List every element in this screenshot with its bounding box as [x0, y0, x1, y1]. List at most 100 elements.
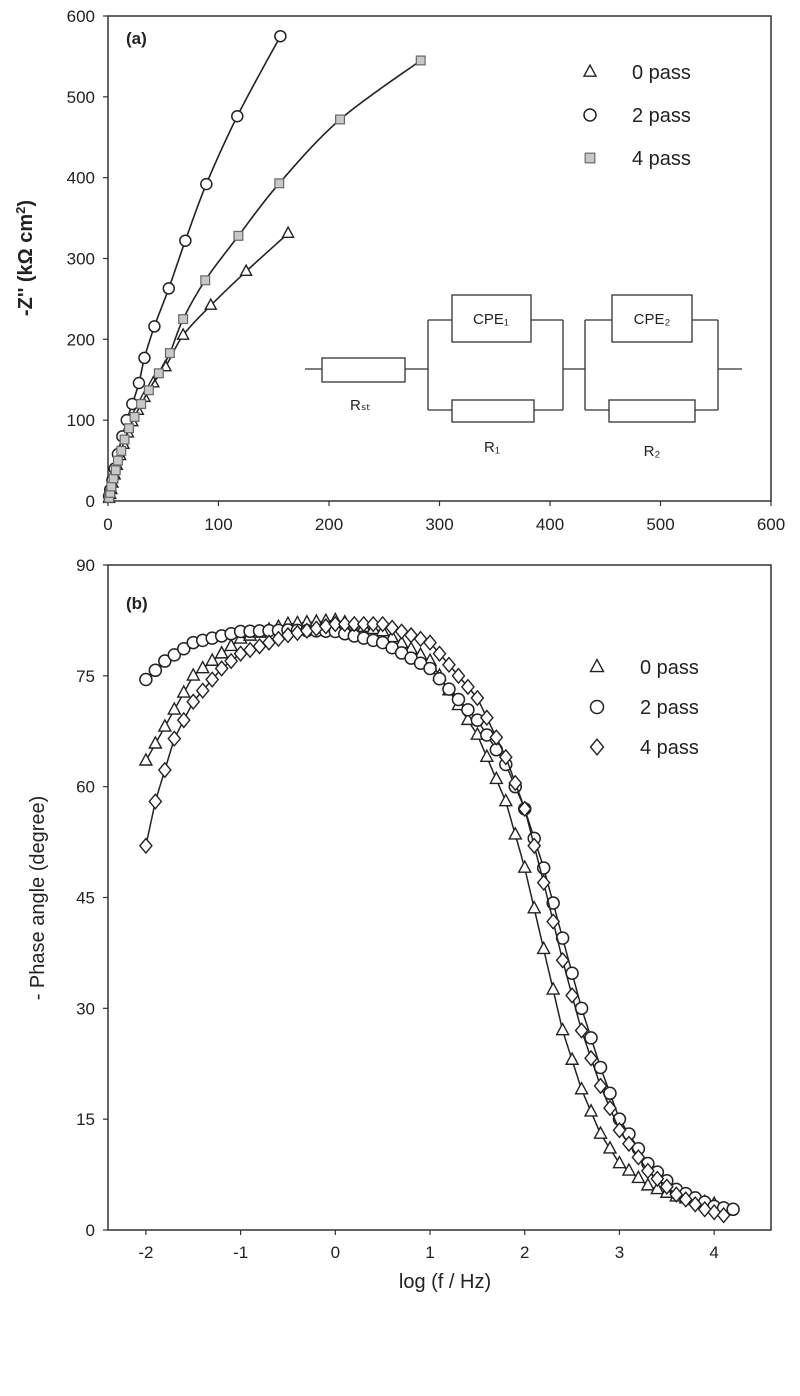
- legend-label: 0 pass: [640, 657, 699, 679]
- data-point-0-pass: [640, 1177, 656, 1191]
- data-point-4-pass: [123, 423, 134, 434]
- data-point-4-pass: [224, 652, 239, 670]
- data-point-4-pass: [200, 275, 211, 286]
- panel-a-y-tick-label: 400: [67, 169, 95, 188]
- data-point-0-pass: [205, 652, 220, 666]
- data-point-2-pass: [442, 682, 456, 696]
- legend-marker-4-pass: [589, 738, 605, 756]
- legend-label: 2 pass: [632, 105, 691, 127]
- data-point-4-pass: [366, 615, 381, 633]
- data-point-4-pass: [536, 874, 551, 892]
- data-point-2-pass: [274, 29, 287, 43]
- resistor-r1: [451, 399, 535, 423]
- legend-marker-4-pass: [584, 152, 596, 164]
- legend-label: 4 pass: [640, 737, 699, 759]
- panel-b-x-tick-label: 2: [520, 1243, 529, 1262]
- data-point-4-pass: [479, 709, 494, 726]
- legend-label: 0 pass: [632, 62, 691, 84]
- data-point-4-pass: [186, 693, 201, 710]
- series-0-pass: [102, 225, 295, 504]
- data-point-0-pass: [612, 1155, 627, 1169]
- data-point-0-pass: [536, 940, 551, 955]
- circuit-label-rst: Rₛₜ: [350, 397, 371, 414]
- data-point-0-pass: [223, 637, 239, 652]
- data-point-4-pass: [631, 1149, 646, 1166]
- panel-b-bode-phase-plot: (b) -2 -1 0 1 2 3 4 0 15 30 45 60 75 90 - Phase angle…: [27, 556, 772, 1293]
- data-point-4-pass: [356, 615, 371, 633]
- cpe1-element: [451, 294, 532, 343]
- data-point-0-pass: [214, 645, 229, 659]
- data-point-2-pass: [167, 648, 182, 662]
- panel-b-x-tick-label: 0: [331, 1243, 340, 1262]
- panel-b-series: [138, 612, 740, 1224]
- panel-b-x-tick-label: 4: [709, 1243, 718, 1262]
- data-point-4-pass: [205, 671, 220, 688]
- panel-b-x-axis-title: log (f / Hz): [399, 1271, 491, 1293]
- data-point-4-pass: [106, 481, 117, 492]
- panel-b-x-tick-label: -1: [233, 1243, 248, 1262]
- data-point-4-pass: [415, 55, 426, 66]
- panel-a-y-tick-label: 500: [67, 88, 95, 107]
- data-point-4-pass: [555, 952, 570, 969]
- panel-a-x-tick-label: 600: [757, 515, 785, 534]
- data-point-4-pass: [678, 1191, 693, 1208]
- data-point-2-pass: [177, 641, 191, 656]
- data-point-4-pass: [508, 774, 523, 792]
- data-point-4-pass: [337, 615, 352, 633]
- series-4-pass: [104, 55, 426, 503]
- data-point-4-pass: [375, 615, 390, 633]
- data-point-4-pass: [584, 1049, 598, 1067]
- data-point-4-pass: [347, 615, 362, 633]
- panel-a-ticks: 0 100 200 300 400 500 600 0 100 200 300 400 500 600: [67, 7, 786, 534]
- data-point-2-pass: [726, 1202, 740, 1217]
- data-point-4-pass: [112, 455, 123, 466]
- series-0-pass: [138, 612, 722, 1210]
- panel-b-ticks: -2 -1 0 1 2 3 4 0 15 30 45 60 75 90: [76, 556, 719, 1262]
- panel-a-series: [102, 29, 426, 504]
- data-point-4-pass: [697, 1201, 712, 1218]
- data-point-4-pass: [546, 913, 561, 930]
- data-point-4-pass: [650, 1170, 665, 1188]
- data-point-4-pass: [527, 837, 542, 855]
- data-point-0-pass: [555, 1022, 570, 1036]
- data-point-0-pass: [621, 1162, 637, 1176]
- data-point-4-pass: [716, 1206, 731, 1224]
- legend-marker-0-pass: [582, 63, 598, 77]
- data-point-0-pass: [583, 1103, 599, 1117]
- panel-b-x-tick-label: 3: [615, 1243, 624, 1262]
- fit-line-4-pass: [108, 59, 422, 498]
- data-point-0-pass: [517, 859, 532, 873]
- data-point-4-pass: [565, 987, 580, 1004]
- panel-a-label: (a): [126, 29, 147, 48]
- data-point-4-pass: [688, 1196, 703, 1213]
- data-point-4-pass: [143, 385, 154, 396]
- data-point-4-pass: [707, 1203, 722, 1221]
- data-point-4-pass: [136, 399, 147, 410]
- data-point-0-pass: [167, 701, 182, 715]
- data-point-4-pass: [423, 634, 437, 651]
- data-point-0-pass: [574, 1081, 589, 1095]
- data-point-4-pass: [129, 411, 140, 422]
- fit-line-4-pass: [145, 623, 724, 1216]
- data-point-4-pass: [498, 748, 513, 766]
- panel-b-x-tick-label: -2: [138, 1243, 153, 1262]
- data-point-0-pass: [545, 981, 561, 995]
- panel-b-legend: 0 pass 2 pass 4 pass: [589, 657, 699, 759]
- legend-marker-2-pass: [583, 108, 597, 122]
- data-point-4-pass: [178, 314, 189, 325]
- panel-a-x-tick-label: 200: [315, 515, 343, 534]
- panel-b-label: (b): [126, 594, 148, 613]
- data-point-4-pass: [233, 230, 244, 241]
- equivalent-circuit-inset: [305, 294, 742, 423]
- data-point-2-pass: [432, 672, 447, 686]
- data-point-4-pass: [640, 1162, 655, 1180]
- panel-b-x-tick-label: 1: [425, 1243, 434, 1262]
- data-point-4-pass: [517, 800, 532, 818]
- resistor-rst: [321, 357, 406, 383]
- data-point-0-pass: [508, 826, 523, 840]
- data-point-0-pass: [602, 1140, 618, 1154]
- legend-marker-0-pass: [589, 658, 605, 673]
- data-point-2-pass: [148, 320, 161, 333]
- fit-line-0-pass: [108, 232, 289, 499]
